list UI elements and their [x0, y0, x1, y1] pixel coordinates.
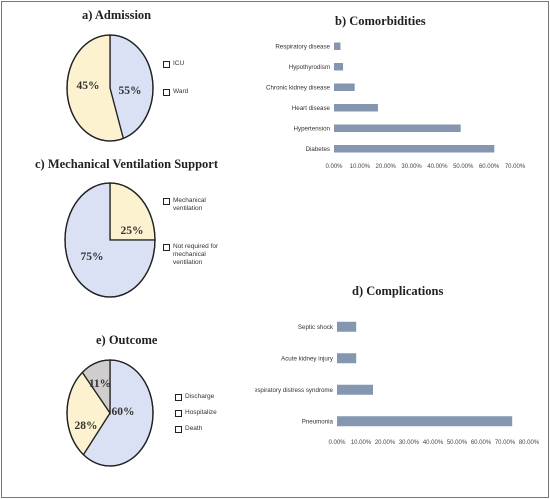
pie-data-label: 25%	[121, 225, 144, 237]
x-tick-label: 10.00%	[350, 164, 371, 170]
x-tick-label: 0.00%	[328, 440, 346, 446]
pie-data-label: 28%	[75, 420, 98, 432]
bar-pneumonia	[337, 416, 513, 427]
x-tick-label: 50.00%	[453, 164, 474, 170]
legend-swatch	[175, 394, 182, 401]
x-tick-label: 70.00%	[505, 164, 526, 170]
ventilation-pie: 25% 75%	[64, 182, 156, 298]
x-tick-label: 30.00%	[401, 164, 422, 170]
legend-item-death: Death	[175, 425, 202, 433]
x-tick-label: 20.00%	[376, 164, 397, 170]
x-tick-label: 70.00%	[495, 440, 516, 446]
admission-title: a) Admission	[82, 8, 152, 22]
comorbidities-chart: Diabetes Hypertension Heart disease Chronic…	[266, 42, 526, 170]
legend-swatch	[163, 61, 170, 68]
category-label: Hypertension	[294, 125, 331, 132]
pie-data-label: 55%	[119, 85, 142, 97]
comorbidities-title: b) Comorbidities	[335, 14, 426, 28]
outcome-title: e) Outcome	[96, 333, 158, 347]
bar-hypothyrodism	[334, 63, 344, 71]
legend-item-not-required: Not required for mechanical ventilation	[163, 243, 233, 267]
x-tick-label: 50.00%	[447, 440, 468, 446]
complications-title: d) Complications	[352, 284, 444, 298]
category-label: Pneumonia	[302, 418, 334, 425]
legend-swatch	[175, 410, 182, 417]
category-label: Septic shock	[298, 324, 334, 331]
legend-swatch	[163, 244, 170, 251]
bar-chronic-kidney-disease	[334, 83, 355, 91]
pie-outline	[64, 182, 156, 298]
ventilation-title: c) Mechanical Ventilation Support	[35, 157, 218, 171]
category-label: Respiratory disease	[275, 43, 330, 50]
x-tick-label: 10.00%	[351, 440, 372, 446]
pie-data-label: 75%	[81, 251, 104, 263]
legend-swatch	[163, 89, 170, 96]
category-label: Chronic kidney disease	[266, 84, 331, 91]
legend-swatch	[163, 198, 170, 205]
bar-septic-shock	[337, 321, 357, 332]
bar-respiratory-disease	[334, 42, 341, 50]
legend-item-discharge: Discharge	[175, 393, 214, 401]
pie-outline	[66, 34, 154, 142]
category-label: Hypothyrodism	[289, 64, 330, 71]
x-tick-label: 40.00%	[427, 164, 448, 170]
x-tick-label: 60.00%	[471, 440, 492, 446]
bar-acute-respiratory-distress-syndrome	[337, 384, 373, 395]
legend-item-ward: Ward	[163, 88, 188, 96]
category-label: Acute kidney injury	[281, 355, 334, 362]
category-label: Acute respiratory distress syndrome	[255, 387, 334, 394]
x-tick-label: 80.00%	[519, 440, 540, 446]
pie-outline	[66, 359, 154, 467]
pie-data-label: 60%	[112, 406, 135, 418]
x-tick-label: 20.00%	[375, 440, 396, 446]
x-tick-label: 60.00%	[479, 164, 500, 170]
legend-item-hospitalize: Hospitalize	[175, 409, 217, 417]
pie-data-label: 11%	[89, 378, 111, 390]
outcome-pie: 60% 28% 11%	[66, 359, 154, 467]
legend-item-icu: ICU	[163, 60, 184, 68]
bar-acute-kidney-injury	[337, 353, 357, 364]
x-tick-label: 40.00%	[423, 440, 444, 446]
admission-pie: 45% 55%	[66, 34, 154, 142]
x-tick-label: 0.00%	[325, 164, 343, 170]
complications-chart: Pneumonia Acute respiratory distress synd…	[255, 321, 540, 446]
bar-heart-disease	[334, 104, 378, 112]
category-label: Diabetes	[306, 146, 330, 153]
bar-hypertension	[334, 124, 461, 132]
legend-item-mechanical: Mechanical ventilation	[163, 197, 233, 213]
legend-swatch	[175, 426, 182, 433]
category-label: Heart disease	[292, 105, 331, 112]
x-tick-label: 30.00%	[399, 440, 420, 446]
bar-diabetes	[334, 145, 495, 153]
pie-data-label: 45%	[77, 80, 100, 92]
